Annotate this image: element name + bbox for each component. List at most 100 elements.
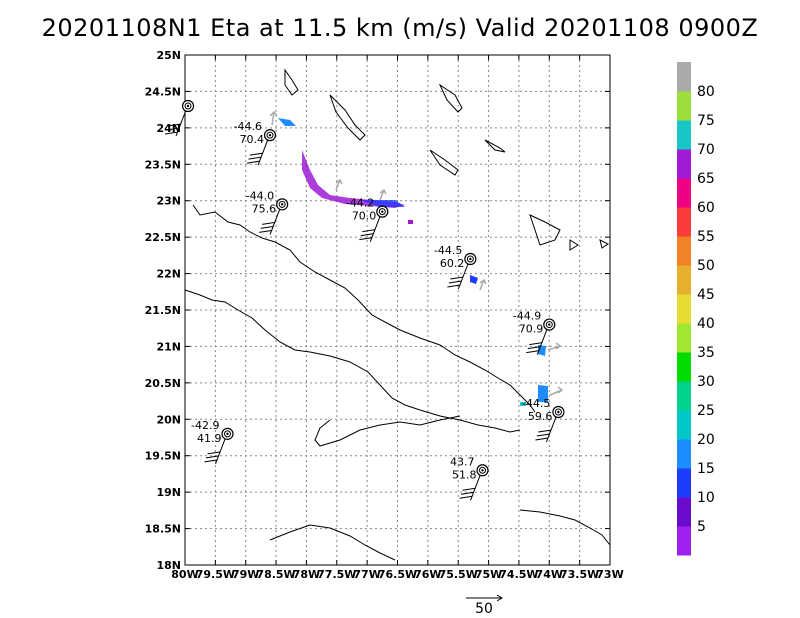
wind-barb-feather xyxy=(359,237,373,241)
coastline-hispaniola xyxy=(519,509,611,546)
colorbar-segment xyxy=(677,439,691,469)
wind-barb-feather xyxy=(538,429,552,433)
wind-barb-feather xyxy=(246,160,261,164)
wind-barb-feather xyxy=(167,123,182,127)
wind-barb-feather xyxy=(360,233,374,237)
colorbar-label: 30 xyxy=(697,374,715,390)
x-tick-label: 77W xyxy=(353,568,380,581)
coastline-island-2 xyxy=(329,94,366,141)
station-circle-inner xyxy=(184,102,192,110)
station-lower-value: 75.6 xyxy=(252,202,277,215)
x-tick-label: 75W xyxy=(475,568,502,581)
station: -44.560.2 xyxy=(434,244,477,290)
station-lower-value: 70.0 xyxy=(352,210,377,223)
station-dot xyxy=(226,432,229,436)
station: -44.075.6 xyxy=(246,189,289,235)
wind-barb-feather xyxy=(535,437,549,441)
colorbar-segment xyxy=(677,91,691,121)
station-lower-value: 70.4 xyxy=(240,133,265,146)
colorbar-label: 65 xyxy=(697,171,715,187)
wind-barb-feather xyxy=(450,276,464,280)
coastline-andros xyxy=(192,204,536,413)
wind-barb-feather xyxy=(536,433,550,437)
colorbar-segment xyxy=(677,120,691,150)
wind-patch-1 xyxy=(278,118,296,126)
wind-band-blue xyxy=(360,200,405,207)
station-dot xyxy=(186,104,190,108)
wind-vector xyxy=(335,178,343,191)
station-circle-inner xyxy=(224,430,231,438)
station-upper-value: -42.9 xyxy=(191,419,219,432)
x-tick-label: 79.5W xyxy=(196,568,235,581)
wind-barb-feather xyxy=(362,229,376,233)
wind-barb-feather xyxy=(262,221,276,225)
wind-patch-2 xyxy=(470,275,478,284)
station-upper-value: -44.6 xyxy=(234,120,262,133)
station-upper-value: -44.2 xyxy=(346,197,374,210)
x-axis-ticks: 80W79.5W79W78.5W78W77.5W77W76.5W76W75.5W… xyxy=(171,55,624,581)
station-markers: -44.670.4 -44.075.6 -44.270.0 -44.560.2 -44.… xyxy=(164,99,565,501)
colorbar: 5 10 15 20 25 30 35 40 45 50 55 60 65 70 75 80 xyxy=(677,62,715,556)
wind-barb-feather xyxy=(166,127,180,131)
wind-barb-feather xyxy=(459,495,473,499)
wind-barb-feather xyxy=(447,284,461,288)
station: -44.970.9 xyxy=(513,310,556,355)
station-dot xyxy=(481,469,484,472)
coastline-cuba-south xyxy=(314,415,461,447)
wind-barb-feather xyxy=(248,156,262,160)
y-tick-label: 21N xyxy=(156,340,181,353)
coastline-island-5 xyxy=(484,139,506,153)
wind-patch-6 xyxy=(408,220,413,224)
colorbar-segment xyxy=(677,526,691,556)
chart-title: 20201108N1 Eta at 11.5 km (m/s) Valid 20… xyxy=(41,14,759,42)
colorbar-label: 5 xyxy=(697,519,706,535)
colorbar-label: 50 xyxy=(697,258,715,274)
station-dot xyxy=(280,203,284,206)
coastlines xyxy=(184,68,611,561)
y-tick-label: 19.5N xyxy=(145,450,181,463)
y-tick-label: 22N xyxy=(156,268,181,281)
station-circle-inner xyxy=(479,466,486,474)
colorbar-segment xyxy=(677,381,691,411)
y-tick-label: 23N xyxy=(156,195,181,208)
colorbar-label: 25 xyxy=(697,403,715,419)
colorbar-label: 60 xyxy=(697,200,715,216)
colorbar-segment xyxy=(677,352,691,382)
y-axis-ticks: 18N 18.5N 19N 19.5N 20N 20.5N 21N 21.5N 22N 22.5N… xyxy=(145,49,610,572)
station: 43.751.8 xyxy=(450,455,489,501)
coastline-island-8 xyxy=(599,239,609,249)
station-circle-inner xyxy=(378,208,386,216)
colorbar-segment xyxy=(677,294,691,324)
wind-barb-feather xyxy=(529,342,543,346)
coastline-island-7 xyxy=(569,239,579,251)
x-tick-label: 76W xyxy=(414,568,441,581)
station-lower-value: 60.2 xyxy=(440,257,465,270)
colorbar-segment xyxy=(677,265,691,295)
colorbar-label: 20 xyxy=(697,432,715,448)
coastline-island-3 xyxy=(438,83,463,113)
y-tick-label: 25N xyxy=(156,49,181,62)
wind-shading xyxy=(278,118,548,406)
x-tick-label: 79W xyxy=(232,568,259,581)
station-lower-value: 70.9 xyxy=(519,323,544,336)
y-tick-label: 20.5N xyxy=(145,377,181,390)
wind-barb-feather xyxy=(260,225,274,229)
colorbar-label: 15 xyxy=(697,461,715,477)
wind-barb-feather xyxy=(460,491,475,495)
station-upper-value: -44.9 xyxy=(513,310,541,323)
x-tick-label: 75.5W xyxy=(439,568,478,581)
colorbar-segment xyxy=(677,410,691,440)
colorbar-segment xyxy=(677,468,691,498)
wind-barb-feather xyxy=(527,346,541,350)
coastline-jamaica xyxy=(269,524,396,561)
station-lower-value: 59.6 xyxy=(528,410,553,423)
wind-patch-5 xyxy=(520,402,526,406)
y-tick-label: 22.5N xyxy=(145,231,181,244)
wind-barb-feather xyxy=(207,451,221,455)
station-upper-value: 43.7 xyxy=(450,455,475,468)
y-tick-label: 23.5N xyxy=(145,158,181,171)
y-tick-label: 24.5N xyxy=(145,85,181,98)
station: -44.670.4 xyxy=(234,120,277,166)
coastline-island-1 xyxy=(284,68,299,96)
colorbar-segment xyxy=(677,323,691,353)
